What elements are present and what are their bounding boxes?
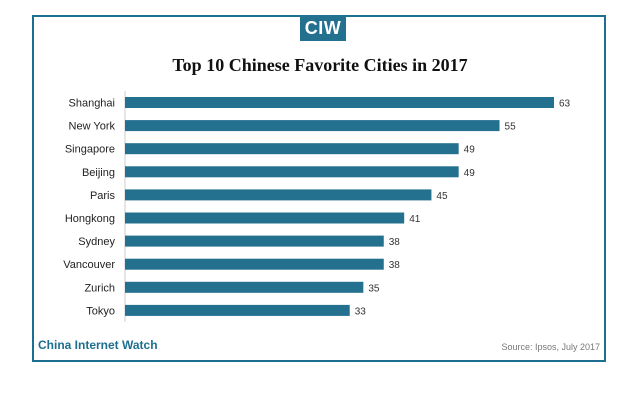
value-label: 45 <box>436 191 448 202</box>
category-label: New York <box>69 121 116 133</box>
value-label: 63 <box>559 99 571 110</box>
chart-title: Top 10 Chinese Favorite Cities in 2017 <box>172 55 468 75</box>
category-label: Paris <box>90 190 116 202</box>
value-label: 55 <box>505 122 517 133</box>
value-label: 38 <box>389 237 401 248</box>
category-label: Vancouver <box>63 259 115 271</box>
bar <box>125 166 459 178</box>
bar <box>125 189 432 201</box>
value-label: 38 <box>389 260 401 271</box>
bar <box>125 304 350 316</box>
bars-group: Shanghai 63 New York 55 Singapore 49 Beijing 49… <box>63 97 571 317</box>
bar <box>125 143 459 155</box>
value-label: 33 <box>355 306 367 317</box>
category-label: Hongkong <box>65 213 115 225</box>
brand-footer: China Internet Watch <box>38 338 158 352</box>
category-label: Shanghai <box>69 98 116 110</box>
category-label: Beijing <box>82 167 115 179</box>
category-label: Singapore <box>65 144 115 156</box>
bar <box>125 258 384 270</box>
chart-frame <box>32 15 606 362</box>
ciw-logo: CIW <box>300 15 346 41</box>
category-label: Tokyo <box>86 305 115 317</box>
bar <box>125 97 554 108</box>
value-label: 49 <box>464 145 476 156</box>
bar <box>125 120 500 132</box>
bar <box>125 212 405 224</box>
bar <box>125 235 384 247</box>
source-note: Source: Ipsos, July 2017 <box>501 342 600 352</box>
category-label: Zurich <box>84 282 115 294</box>
category-label: Sydney <box>78 236 115 248</box>
value-label: 49 <box>464 168 476 179</box>
value-label: 41 <box>409 214 421 225</box>
value-label: 35 <box>368 283 380 294</box>
bar <box>125 281 364 293</box>
